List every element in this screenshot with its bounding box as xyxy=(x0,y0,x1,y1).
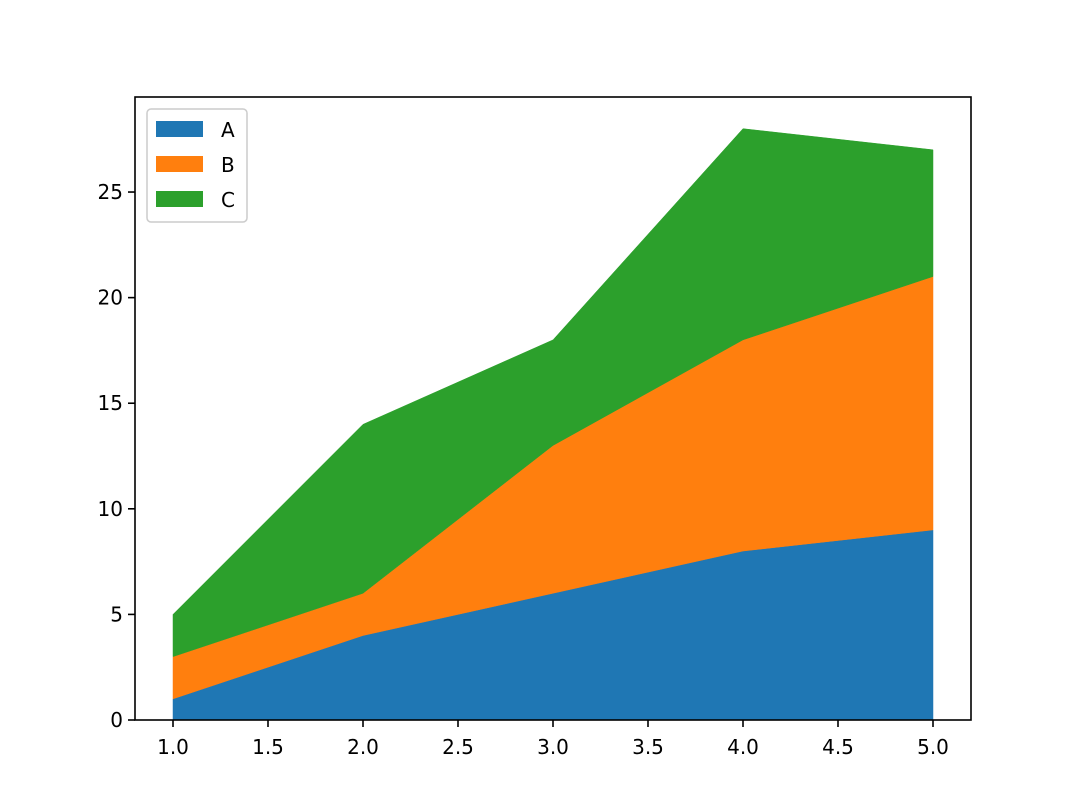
x-tick-label: 1.0 xyxy=(157,735,189,759)
x-tick-label: 2.5 xyxy=(442,735,474,759)
legend-label-C: C xyxy=(221,188,235,212)
y-tick-label: 15 xyxy=(98,391,123,415)
x-tick-label: 3.0 xyxy=(537,735,569,759)
y-tick-label: 20 xyxy=(98,286,123,310)
x-tick-label: 5.0 xyxy=(917,735,949,759)
legend-swatch-B xyxy=(156,156,203,172)
x-tick-label: 4.5 xyxy=(822,735,854,759)
y-tick-label: 25 xyxy=(98,180,123,204)
y-tick-label: 0 xyxy=(110,708,123,732)
area-series-C xyxy=(172,128,934,657)
x-tick-label: 3.5 xyxy=(632,735,664,759)
legend-swatch-C xyxy=(156,191,203,207)
x-tick-label: 4.0 xyxy=(727,735,759,759)
y-tick-label: 10 xyxy=(98,497,123,521)
y-tick-label: 5 xyxy=(110,602,123,626)
legend-label-A: A xyxy=(221,118,235,142)
legend-swatch-A xyxy=(156,121,203,137)
x-tick-label: 2.0 xyxy=(347,735,379,759)
x-tick-label: 1.5 xyxy=(252,735,284,759)
legend-label-B: B xyxy=(221,153,235,177)
